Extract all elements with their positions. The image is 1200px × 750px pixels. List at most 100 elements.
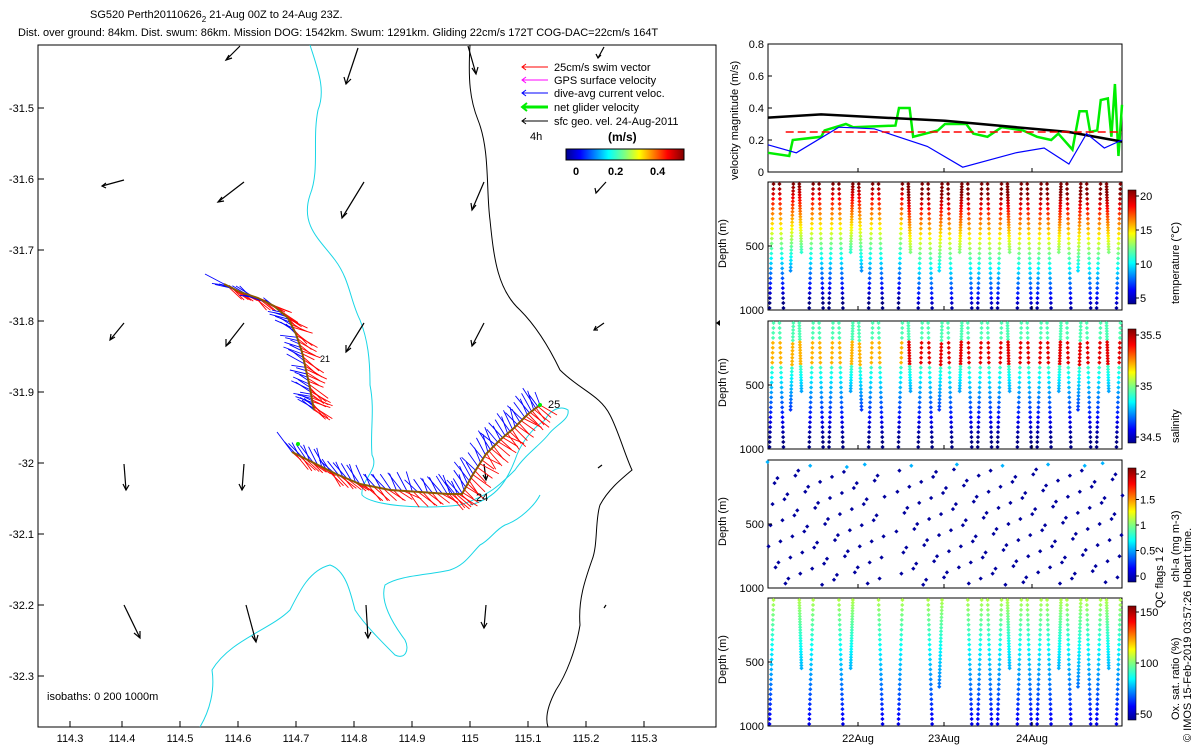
temperature-dot [988, 281, 993, 286]
temperature-dot [949, 290, 954, 296]
temperature-dot [907, 233, 913, 238]
oxygen-tick-label: 1000 [740, 721, 764, 733]
temperature-dot [809, 236, 814, 241]
temperature-dot [848, 241, 854, 247]
velocity-tick-label: 0.4 [749, 103, 764, 115]
temperature-dot [939, 181, 945, 187]
swim-vector-arrow [493, 446, 504, 460]
swim-vector-arrow [363, 484, 384, 502]
temperature-dot [827, 286, 832, 291]
temperature-dot [1057, 225, 1062, 230]
temperature-dot [777, 196, 783, 202]
temperature-dot [969, 295, 974, 301]
temperature-dot [1047, 251, 1052, 256]
temperature-dot [917, 261, 922, 266]
temperature-dot [790, 209, 795, 214]
temperature-dot [859, 261, 864, 266]
temperature-dot [929, 290, 934, 296]
temperature-dot [798, 209, 803, 214]
temperature-dot [958, 214, 963, 219]
temperature-dot [798, 214, 803, 219]
temperature-dot [1095, 281, 1100, 286]
temperature-dot [771, 191, 776, 197]
temperature-dot [780, 266, 785, 271]
temperature-dot [947, 246, 953, 251]
temperature-dot [1086, 241, 1091, 246]
temperature-dot [917, 256, 922, 261]
temperature-dot [809, 221, 815, 226]
dac-arrow [404, 479, 418, 493]
temperature-dot [868, 241, 873, 246]
dac-arrow [321, 458, 331, 472]
dac-arrow [299, 391, 312, 395]
temperature-dot [976, 290, 981, 296]
swim-vector-arrow [484, 456, 501, 465]
temperature-dot [1098, 186, 1103, 192]
temperature-dot [1075, 268, 1081, 273]
temperature-dot [967, 236, 972, 241]
temperature-dot [856, 185, 861, 190]
temperature-dot [1065, 211, 1070, 216]
temperature-dot [1037, 236, 1042, 241]
velocity-y-ticks: 0.8 0.6 0.4 0.2 0 [749, 39, 772, 179]
temperature-dot [918, 236, 923, 241]
temperature-dot [1025, 201, 1031, 206]
temperature-dot [896, 295, 901, 301]
temperature-dot [790, 206, 795, 211]
temperature-dot [989, 305, 994, 311]
temperature-dot [770, 206, 775, 211]
temperature-dot [958, 217, 963, 222]
temperature-dot [968, 271, 973, 276]
temperature-dot [957, 244, 962, 249]
temperature-dot [918, 241, 923, 246]
temperature-dot [879, 261, 884, 266]
temperature-dot [1018, 201, 1023, 206]
temperature-dot [1035, 281, 1041, 286]
temperature-dot [1006, 211, 1011, 217]
temperature-dot [1028, 286, 1033, 291]
temperature-dot [906, 184, 911, 189]
temperature-dot [1076, 251, 1081, 256]
temperature-dot [858, 230, 863, 235]
temperature-dot [830, 181, 836, 187]
dac-arrow [420, 477, 433, 494]
temperature-dot [1047, 246, 1052, 251]
temperature-dot [1066, 236, 1071, 241]
velocity-series-line [767, 113, 1123, 143]
temperature-dot [1065, 216, 1071, 221]
temperature-dot [791, 188, 796, 194]
temperature-dot [810, 191, 815, 197]
colorbar-title: (m/s) [608, 130, 637, 144]
temperature-dot [1048, 286, 1053, 291]
map-x-ticks: 114.3 114.4 114.5 114.6 114.7 114.8 114.9 115 11… [57, 721, 657, 745]
swim-vector-arrow [514, 427, 528, 441]
dac-arrow [486, 428, 499, 443]
temperature-dot [819, 271, 825, 276]
temperature-dot [1037, 231, 1042, 236]
temperature-dot [879, 266, 884, 271]
temperature-dot [1086, 236, 1091, 241]
temperature-dot [958, 233, 963, 238]
temperature-dot [838, 246, 844, 251]
temperature-dot [779, 246, 784, 251]
temperature-dot [926, 191, 931, 197]
temperature-dot [1035, 300, 1040, 306]
temperature-dot [1005, 190, 1010, 195]
temperature-dot [926, 196, 931, 202]
temperature-dot [997, 231, 1003, 236]
temperature-dot [880, 300, 885, 306]
temperature-dot [966, 206, 971, 211]
temperature-dot [958, 222, 963, 228]
temperature-dot [988, 261, 993, 266]
temperature-dot [998, 216, 1003, 221]
temperature-dot [1007, 244, 1012, 249]
temperature-dot [1026, 221, 1031, 226]
temperature-dot [898, 221, 904, 226]
track-end-marker [538, 403, 542, 407]
chla-cb-tick-label: 0.5 [1140, 546, 1155, 558]
dac-arrow [280, 321, 295, 332]
temperature-dot [1077, 206, 1083, 211]
temperature-dot [1048, 300, 1054, 306]
temperature-dot [899, 191, 905, 197]
temperature-dot [916, 290, 921, 296]
